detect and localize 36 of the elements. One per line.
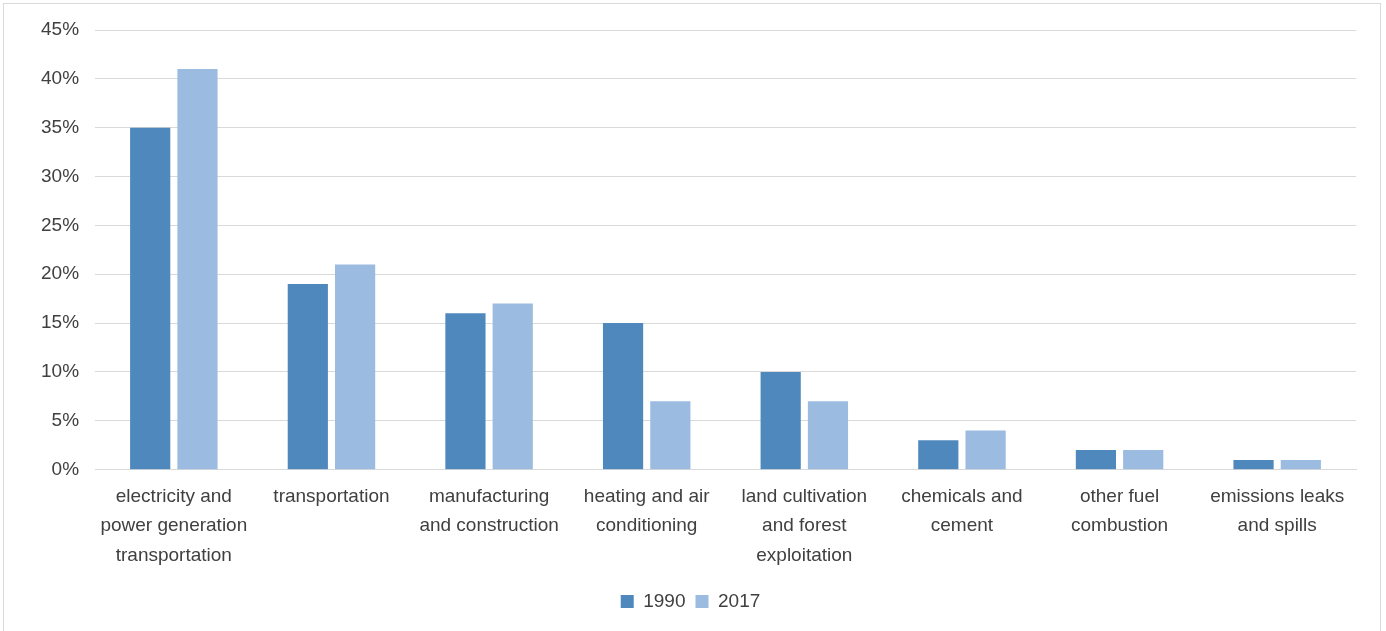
x-tick-label: electricity and power generation transportation <box>100 484 248 565</box>
bar <box>918 440 959 470</box>
y-tick-label: 45% <box>41 18 80 40</box>
bar <box>287 284 328 470</box>
y-tick-label: 25% <box>41 213 80 235</box>
bar <box>1123 450 1164 470</box>
x-tick-label: emissions leaks and spills <box>1210 484 1345 536</box>
y-tick-label: 0% <box>51 457 80 479</box>
bar <box>492 303 533 470</box>
x-tick-label: land cultivation and forest exploitation <box>741 484 868 565</box>
x-tick-label: heating and air conditioning <box>583 484 711 536</box>
y-tick-label: 10% <box>41 360 80 382</box>
legend-label: 2017 <box>718 589 761 611</box>
y-tick-label: 40% <box>41 67 80 89</box>
bar <box>1280 459 1321 470</box>
bar <box>177 69 218 470</box>
x-tick-label: manufacturing and construction <box>419 484 559 536</box>
bar <box>760 371 801 470</box>
y-tick-label: 30% <box>41 164 80 186</box>
y-tick-label: 35% <box>41 115 80 137</box>
bar <box>1233 459 1274 470</box>
bar <box>335 264 376 470</box>
x-tick-label: transportation <box>273 484 390 506</box>
y-tick-label: 5% <box>51 409 80 431</box>
bar <box>602 323 644 470</box>
x-tick-label: chemicals and cement <box>901 484 1023 536</box>
legend-label: 1990 <box>643 589 686 611</box>
bar <box>965 430 1006 470</box>
x-tick-label: other fuel combustion <box>1070 484 1169 536</box>
bar <box>130 127 171 470</box>
y-tick-label: 20% <box>41 262 80 284</box>
bar <box>1075 450 1117 470</box>
bar <box>807 401 849 470</box>
bar <box>445 313 486 470</box>
bar <box>650 401 691 470</box>
y-tick-label: 15% <box>41 311 80 333</box>
